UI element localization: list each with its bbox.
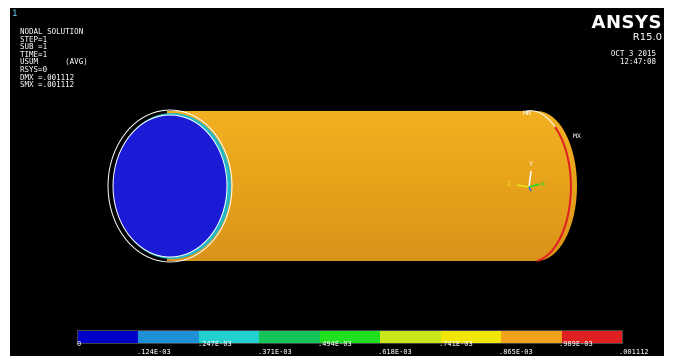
info-line: TIME=1 xyxy=(20,49,48,59)
legend-band xyxy=(198,331,260,343)
timestamp: OCT 3 2015 12:47:08 xyxy=(611,50,656,66)
info-line: DMX =.001112 xyxy=(20,72,75,82)
info-line: USUM (AVG) xyxy=(20,57,88,67)
legend-label-bottom: .001112 xyxy=(619,348,649,356)
triad-z-axis xyxy=(516,184,530,188)
info-line: RSYS=0 xyxy=(20,64,48,74)
solution-info-panel: NODAL SOLUTION STEP=1 SUB =1 TIME=1 USUM… xyxy=(20,28,88,89)
end-face xyxy=(112,114,228,258)
date-stamp: OCT 3 2015 xyxy=(610,49,656,58)
legend-label-bottom: .124E-03 xyxy=(137,348,171,356)
info-line: NODAL SOLUTION xyxy=(20,27,84,36)
legend-label-top: .989E-03 xyxy=(559,340,593,348)
legend-label-bottom: .618E-03 xyxy=(378,348,412,356)
triad-z-tick xyxy=(528,186,532,192)
legend-band xyxy=(78,331,139,343)
info-line: SMX =.001112 xyxy=(20,80,75,90)
triad-x-label: X xyxy=(541,180,545,188)
end-face-outer-ring xyxy=(107,109,233,263)
cylinder-body xyxy=(167,111,577,261)
graphics-viewport[interactable]: 1 NODAL SOLUTION STEP=1 SUB =1 TIME=1 US… xyxy=(10,8,664,356)
legend-band xyxy=(380,331,441,343)
legend-label-top: 0 xyxy=(77,340,82,348)
legend-label-bottom: .865E-03 xyxy=(499,348,533,356)
legend-band xyxy=(501,331,562,343)
window-number: 1 xyxy=(12,9,18,19)
brand-release: R15.0 xyxy=(632,32,662,43)
legend-band xyxy=(138,331,199,343)
legend-label-top: .247E-03 xyxy=(198,340,232,348)
legend-band xyxy=(319,331,381,343)
triad-y-axis xyxy=(528,170,532,188)
brand-name: ANSYS xyxy=(591,12,662,33)
info-line: SUB =1 xyxy=(20,42,48,52)
legend-band xyxy=(561,331,622,343)
max-edge xyxy=(536,126,572,262)
legend-band xyxy=(259,331,320,343)
cylinder-right-outline xyxy=(525,110,556,128)
legend-band xyxy=(440,331,502,343)
info-line: STEP=1 xyxy=(20,34,48,44)
legend-label-bottom: .371E-03 xyxy=(258,348,292,356)
triad-z-label: Z xyxy=(507,180,511,188)
triad-x-axis xyxy=(528,183,541,188)
model-scene[interactable] xyxy=(10,8,664,356)
max-marker: MX xyxy=(573,132,581,140)
contour-legend-bar xyxy=(77,330,623,344)
legend-label-top: .494E-03 xyxy=(318,340,352,348)
min-marker: MN xyxy=(523,109,531,117)
triad-y-label: Y xyxy=(529,160,533,168)
time-stamp: 12:47:08 xyxy=(619,57,656,66)
legend-label-top: .741E-03 xyxy=(439,340,473,348)
ansys-logo: ANSYS R15.0 xyxy=(591,12,662,44)
